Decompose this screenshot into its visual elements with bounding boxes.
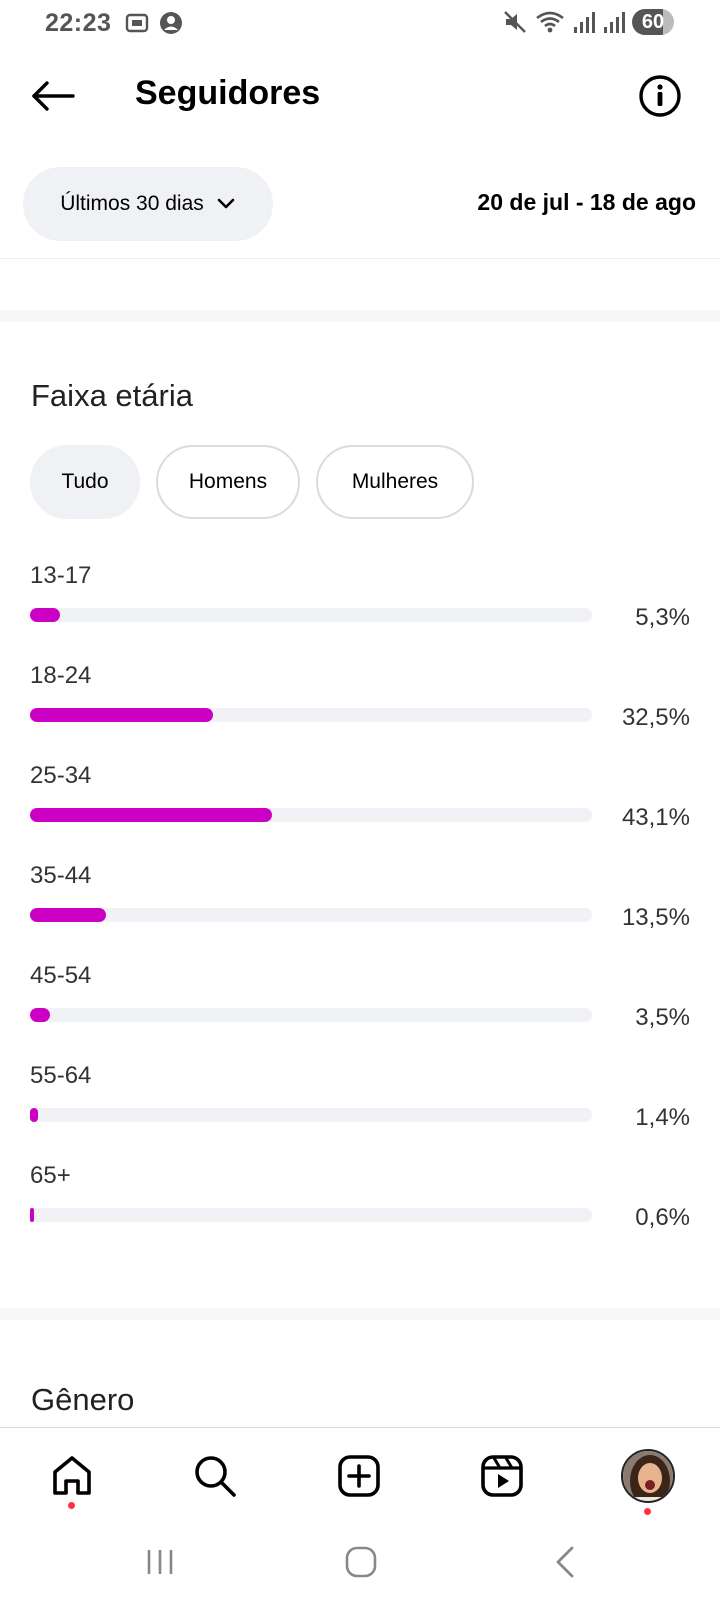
profile-avatar xyxy=(621,1449,675,1503)
header: Seguidores xyxy=(0,60,720,132)
age-percent-value: 0,6% xyxy=(635,1204,690,1231)
age-range-label: 18-24 xyxy=(30,662,92,689)
notification-dot xyxy=(68,1502,75,1509)
age-bar-track xyxy=(30,1008,592,1022)
tab-all[interactable]: Tudo xyxy=(30,445,140,519)
recent-apps-button[interactable] xyxy=(125,1537,195,1587)
age-bar-fill xyxy=(30,1108,38,1122)
nav-search[interactable] xyxy=(185,1446,245,1506)
section-separator xyxy=(0,310,720,322)
age-bar-fill xyxy=(30,808,272,822)
home-button[interactable] xyxy=(326,1537,396,1587)
divider xyxy=(0,258,720,259)
mute-icon xyxy=(504,11,526,33)
nav-reels[interactable] xyxy=(472,1446,532,1506)
age-bar-track xyxy=(30,1108,592,1122)
age-row: 55-64 1,4% xyxy=(0,1058,720,1158)
age-range-list: 13-17 5,3% 18-24 32,5% 25-34 43,1% 35-44 13,5% 4… xyxy=(0,558,720,1258)
age-bar-fill xyxy=(30,1008,50,1022)
age-row: 25-34 43,1% xyxy=(0,758,720,858)
age-row: 45-54 3,5% xyxy=(0,958,720,1058)
age-percent-value: 13,5% xyxy=(621,904,690,931)
recent-apps-icon xyxy=(147,1550,173,1574)
age-range-label: 55-64 xyxy=(30,1062,92,1089)
search-icon xyxy=(195,1456,236,1497)
age-percent-value: 1,4% xyxy=(635,1104,690,1131)
status-bar: 22:23 xyxy=(0,0,720,48)
age-range-label: 25-34 xyxy=(30,762,92,789)
age-bar-fill xyxy=(30,908,106,922)
home-button-icon xyxy=(345,1546,377,1578)
back-button[interactable] xyxy=(28,74,78,118)
section-separator xyxy=(0,1308,720,1320)
age-row: 65+ 0,6% xyxy=(0,1158,720,1258)
back-nav-icon xyxy=(556,1546,574,1578)
account-icon xyxy=(160,12,182,34)
age-percent-value: 43,1% xyxy=(621,804,690,831)
create-post-icon xyxy=(338,1455,380,1497)
age-row: 35-44 13,5% xyxy=(0,858,720,958)
screenshot-icon xyxy=(125,13,149,33)
reels-icon xyxy=(481,1455,523,1497)
age-percent-value: 32,5% xyxy=(621,704,690,731)
tab-women[interactable]: Mulheres xyxy=(316,445,474,519)
age-bar-fill xyxy=(30,708,213,722)
arrow-left-icon xyxy=(32,81,75,111)
period-dropdown[interactable]: Últimos 30 dias xyxy=(23,167,273,241)
age-bar-fill xyxy=(30,1208,34,1222)
period-label: Últimos 30 dias xyxy=(60,192,204,215)
back-nav-button[interactable] xyxy=(530,1537,600,1587)
age-row: 13-17 5,3% xyxy=(0,558,720,658)
bottom-nav xyxy=(0,1427,720,1527)
gender-section-title: Gênero xyxy=(31,1382,135,1417)
info-icon xyxy=(639,75,681,117)
age-bar-track xyxy=(30,708,592,722)
battery-indicator: 60 xyxy=(632,9,674,35)
age-range-label: 13-17 xyxy=(30,562,92,589)
age-section-title: Faixa etária xyxy=(31,378,193,413)
age-bar-track xyxy=(30,808,592,822)
status-time: 22:23 xyxy=(45,9,112,37)
nav-create[interactable] xyxy=(329,1446,389,1506)
chevron-down-icon xyxy=(217,198,235,209)
age-range-label: 45-54 xyxy=(30,962,92,989)
notification-dot xyxy=(644,1508,651,1515)
signal-icon xyxy=(574,12,595,33)
age-percent-value: 3,5% xyxy=(635,1004,690,1031)
age-range-label: 65+ xyxy=(30,1162,71,1189)
age-row: 18-24 32,5% xyxy=(0,658,720,758)
wifi-icon xyxy=(536,11,564,33)
age-range-label: 35-44 xyxy=(30,862,92,889)
nav-home[interactable] xyxy=(42,1446,102,1509)
system-nav-bar xyxy=(0,1527,720,1600)
page-title: Seguidores xyxy=(135,74,321,112)
signal-icon-2 xyxy=(604,12,625,33)
date-range: 20 de jul - 18 de ago xyxy=(477,189,696,215)
age-bar-track xyxy=(30,608,592,622)
age-bar-track xyxy=(30,908,592,922)
tab-men[interactable]: Homens xyxy=(156,445,300,519)
info-button[interactable] xyxy=(636,72,684,120)
age-percent-value: 5,3% xyxy=(635,604,690,631)
nav-profile[interactable] xyxy=(618,1446,678,1515)
home-icon xyxy=(53,1456,91,1495)
age-bar-fill xyxy=(30,608,60,622)
age-bar-track xyxy=(30,1208,592,1222)
gender-filter-tabs: Tudo Homens Mulheres xyxy=(30,445,474,519)
